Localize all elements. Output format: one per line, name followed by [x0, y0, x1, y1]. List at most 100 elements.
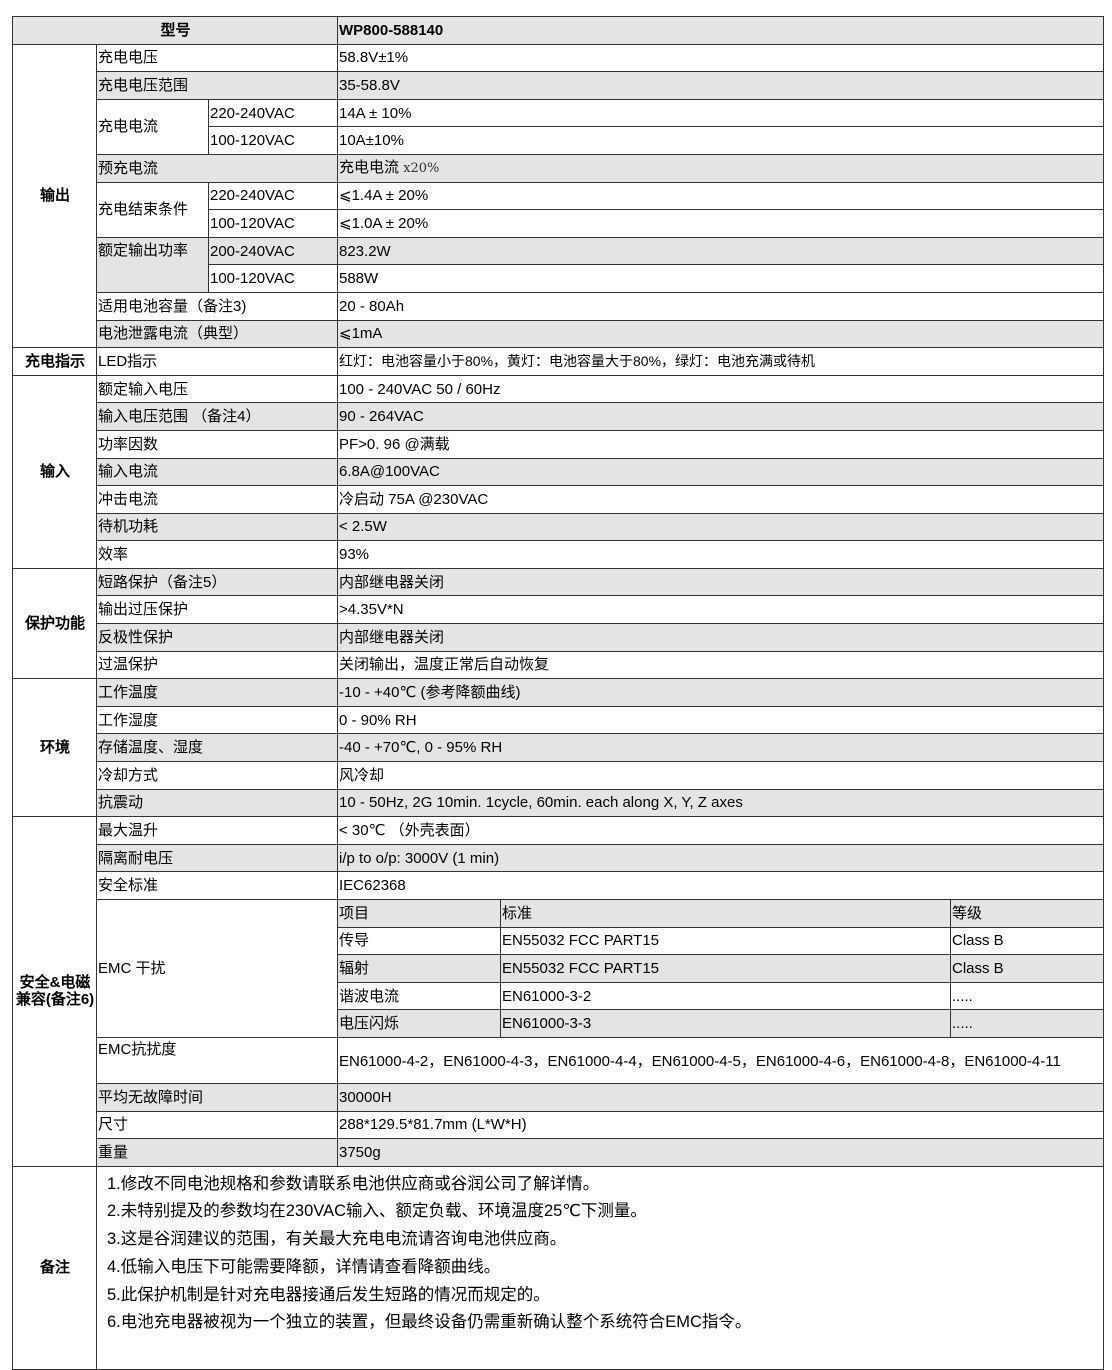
emc-item: 谐波电流 [337, 981, 501, 1011]
note-item: 1.修改不同电池规格和参数请联系电池供应商或谷润公司了解详情。 [107, 1174, 600, 1193]
row-condition: 200-240VAC [208, 236, 338, 266]
table-row: 存储温度、湿度 -40 - +70℃, 0 - 95% RH [12, 733, 1105, 763]
group-notes: 备注 [12, 1165, 97, 1370]
table-row: 预充电流 充电电流 x20% [12, 153, 1105, 183]
emc-class: ..... [949, 981, 1105, 1011]
emc-standard: EN55032 FCC PART15 [500, 954, 951, 983]
row-value: IEC62368 [336, 871, 1105, 900]
row-label: 平均无故障时间 [96, 1082, 338, 1112]
row-condition: 100-120VAC [208, 126, 338, 155]
emc-header-row: EMC 干扰 项目 标准 等级 [12, 899, 1105, 1038]
table-row: 重量 3750g [12, 1138, 1105, 1167]
row-label: EMC 干扰 [96, 899, 338, 1038]
emc-class: Class B [949, 954, 1105, 983]
row-value: < 2.5W [336, 512, 1105, 542]
row-value: 充电电流 x20% [336, 153, 1105, 183]
row-value: < 30℃ （外壳表面） [336, 816, 1105, 845]
row-value: 58.8V±1% [336, 43, 1105, 73]
row-label: 功率因数 [96, 429, 338, 459]
emc-row: 谐波电流 EN61000-3-2..... [13, 981, 1105, 1011]
row-label: 冲击电流 [96, 485, 338, 514]
row-label: 充电电压 [96, 43, 338, 73]
table-row: 安全&电磁兼容(备注6) 最大温升 < 30℃ （外壳表面） [12, 816, 1105, 1167]
row-value: >4.35V*N [336, 595, 1105, 625]
row-value: 823.2W [336, 236, 1105, 266]
row-value: 10A±10% [336, 126, 1105, 155]
row-value: ⩽1mA [336, 319, 1105, 349]
note-item: 6.电池充电器被视为一个独立的装置，但最终设备仍需重新确认整个系统符合EMC指令… [107, 1313, 752, 1332]
table-row: 100-120VAC 10A±10% [13, 126, 1105, 155]
row-label: 隔离耐电压 [96, 843, 338, 873]
note-item: 4.低输入电压下可能需要降额，详情请查看降额曲线。 [107, 1257, 501, 1276]
row-condition: 220-240VAC [208, 98, 338, 128]
row-value: -10 - +40℃ (参考降额曲线) [336, 678, 1105, 707]
row-label: 适用电池容量（备注3) [96, 291, 338, 321]
group-safety-emc: 安全&电磁兼容(备注6) [12, 816, 97, 1167]
row-label: EMC抗扰度 [96, 1036, 338, 1084]
model-label: 型号 [12, 16, 338, 45]
row-value: 0 - 90% RH [336, 705, 1105, 735]
row-condition: 100-120VAC [208, 264, 338, 293]
row-label: 待机功耗 [96, 512, 338, 542]
table-row: 输入电流 6.8A@100VAC [12, 457, 1105, 487]
row-label: 预充电流 [96, 153, 338, 183]
row-label: 短路保护（备注5） [96, 567, 338, 597]
row-label: 额定输入电压 [96, 374, 338, 404]
group-environment: 环境 [12, 678, 97, 818]
table-row: 待机功耗 < 2.5W [12, 512, 1105, 542]
note-item: 2.未特别提及的参数均在230VAC输入、额定负载、环境温度25℃下测量。 [107, 1202, 647, 1221]
row-value: 红灯：电池容量小于80%，黄灯：电池容量大于80%，绿灯：电池充满或待机 [336, 347, 1105, 376]
group-input: 输入 [12, 374, 97, 569]
row-label: 输出过压保护 [96, 595, 338, 625]
group-output: 输出 [12, 43, 97, 349]
row-label: 充电电压范围 [96, 71, 338, 100]
table-row: 输入 额定输入电压 100 - 240VAC 50 / 60Hz [12, 374, 1105, 569]
row-value: 288*129.5*81.7mm (L*W*H) [336, 1110, 1105, 1140]
row-value: 内部继电器关闭 [336, 567, 1105, 597]
row-value: 93% [336, 540, 1105, 569]
row-value: 14A ± 10% [336, 98, 1105, 128]
emc-class: ..... [949, 1009, 1105, 1038]
row-value: EN61000-4-2，EN61000-4-3，EN61000-4-4，EN61… [336, 1036, 1105, 1084]
row-value: 35-58.8V [336, 71, 1105, 100]
row-label: 输入电流 [96, 457, 338, 487]
table-row: 效率 93% [13, 540, 1105, 569]
row-label: 工作湿度 [96, 705, 338, 735]
notes-list: 1.修改不同电池规格和参数请联系电池供应商或谷润公司了解详情。 2.未特别提及的… [95, 1165, 1105, 1370]
row-value: 100 - 240VAC 50 / 60Hz [336, 374, 1105, 404]
row-value: 风冷却 [336, 761, 1105, 790]
notes-row: 备注 1.修改不同电池规格和参数请联系电池供应商或谷润公司了解详情。 2.未特别… [12, 1165, 1105, 1370]
row-label: 额定输出功率 [96, 236, 209, 293]
row-label: 存储温度、湿度 [96, 733, 338, 763]
row-value: 内部继电器关闭 [336, 623, 1105, 652]
group-indicator: 充电指示 [12, 347, 97, 376]
note-item: 5.此保护机制是针对充电器接通后发生短路的情况而规定的。 [107, 1285, 550, 1304]
emc-col-standard: 标准 [500, 899, 951, 928]
table-row: 额定输出功率 200-240VAC 823.2W [12, 236, 1105, 293]
row-value: 90 - 264VAC [336, 402, 1105, 431]
header-row: 型号 WP800-588140 [12, 16, 1105, 45]
table-row: 工作湿度 0 - 90% RH [13, 705, 1105, 735]
table-row: 功率因数 PF>0. 96 @满载 [13, 429, 1105, 459]
row-value: 6.8A@100VAC [336, 457, 1105, 487]
row-value: 588W [336, 264, 1105, 293]
table-row: 充电电压范围 35-58.8V [12, 71, 1105, 100]
row-label: 反极性保护 [96, 623, 338, 652]
row-value: 冷启动 75A @230VAC [336, 485, 1105, 514]
row-value: 3750g [336, 1138, 1105, 1167]
emc-class: Class B [949, 926, 1105, 956]
row-label: 电池泄露电流（典型） [96, 319, 338, 349]
emc-col-item: 项目 [337, 899, 501, 928]
row-label: 尺寸 [96, 1110, 338, 1140]
row-label: 效率 [96, 540, 338, 569]
table-row: 100-120VAC ⩽1.0A ± 20% [13, 209, 1105, 238]
table-row: 环境 工作温度 -10 - +40℃ (参考降额曲线) [12, 678, 1105, 818]
table-row: 输入电压范围 （备注4） 90 - 264VAC [12, 402, 1105, 431]
precharge-value: 充电电流 [339, 159, 400, 177]
table-row: 隔离耐电压 i/p to o/p: 3000V (1 min) [12, 843, 1105, 873]
emc-item: 电压闪烁 [337, 1009, 501, 1038]
row-condition: 220-240VAC [208, 181, 338, 211]
table-row: 100-120VAC 588W [13, 264, 1105, 293]
row-label: 安全标准 [96, 871, 338, 900]
row-value: -40 - +70℃, 0 - 95% RH [336, 733, 1105, 763]
